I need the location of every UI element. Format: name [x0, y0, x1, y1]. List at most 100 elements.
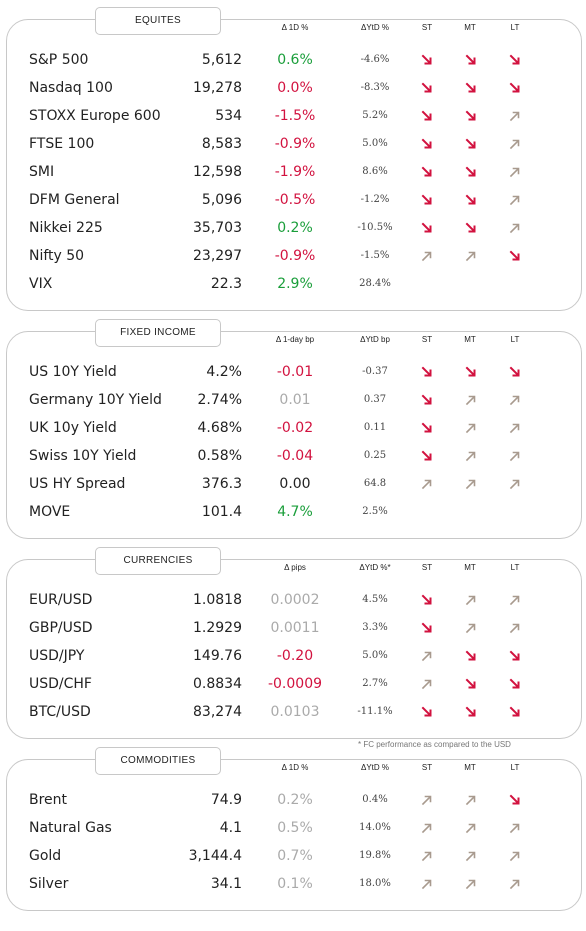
- ytd-change: -4.6%: [360, 54, 390, 65]
- instrument-level: 149.76: [193, 648, 242, 664]
- table-row[interactable]: USD/CHF 0.8834 -0.0009 2.7%: [7, 670, 581, 698]
- daily-change: 0.1%: [277, 876, 313, 892]
- table-row[interactable]: DFM General 5,096 -0.5% -1.2%: [7, 186, 581, 214]
- instrument-name: MOVE: [29, 504, 71, 520]
- table-row[interactable]: S&P 500 5,612 0.6% -4.6%: [7, 46, 581, 74]
- st-header: ST: [421, 23, 433, 32]
- mt-trend-up-arrow-icon: [463, 848, 479, 864]
- st-trend-down-arrow-icon: [419, 592, 435, 608]
- ytd-change: 0.11: [363, 422, 387, 433]
- mt-trend-down-arrow-icon: [463, 676, 479, 692]
- panel-currencies: CURRENCIES Δ pips ΔYtD %* ST MT LT EUR/USD 1.08…: [6, 547, 582, 739]
- instrument-name: Gold: [29, 848, 62, 864]
- daily-change: -0.01: [276, 364, 314, 380]
- instrument-level: 376.3: [201, 476, 242, 492]
- instrument-name: USD/CHF: [29, 676, 92, 692]
- daily-change: 4.7%: [277, 504, 313, 520]
- ytd-change: 0.4%: [362, 794, 388, 805]
- instrument-name: BTC/USD: [29, 704, 91, 720]
- st-trend-up-arrow-icon: [419, 248, 435, 264]
- ytd-header: ΔYtD bp: [360, 335, 390, 344]
- lt-trend-up-arrow-icon: [507, 476, 523, 492]
- change-header: Δ pips: [284, 563, 306, 572]
- st-header: ST: [421, 563, 433, 572]
- ytd-change: -1.5%: [360, 250, 390, 261]
- instrument-level: 0.58%: [197, 448, 242, 464]
- mt-header: MT: [464, 563, 476, 572]
- mt-trend-down-arrow-icon: [463, 220, 479, 236]
- ytd-change: 19.8%: [359, 850, 391, 861]
- table-row[interactable]: Nikkei 225 35,703 0.2% -10.5%: [7, 214, 581, 242]
- table-row[interactable]: STOXX Europe 600 534 -1.5% 5.2%: [7, 102, 581, 130]
- mt-header: MT: [464, 763, 476, 772]
- ytd-change: 14.0%: [359, 822, 391, 833]
- table-row[interactable]: Gold 3,144.4 0.7% 19.8%: [7, 842, 581, 870]
- table-row[interactable]: SMI 12,598 -1.9% 8.6%: [7, 158, 581, 186]
- table-row[interactable]: Natural Gas 4.1 0.5% 14.0%: [7, 814, 581, 842]
- table-row[interactable]: BTC/USD 83,274 0.0103 -11.1%: [7, 698, 581, 726]
- section-tab-fixed-income: FIXED INCOME: [95, 319, 221, 347]
- lt-trend-down-arrow-icon: [507, 80, 523, 96]
- st-trend-up-arrow-icon: [419, 876, 435, 892]
- instrument-name: SMI: [29, 164, 55, 180]
- ytd-change: -1.2%: [360, 194, 390, 205]
- ytd-change: -8.3%: [360, 82, 390, 93]
- daily-change: 0.5%: [277, 820, 313, 836]
- ytd-change: 8.6%: [362, 166, 388, 177]
- table-row[interactable]: USD/JPY 149.76 -0.20 5.0%: [7, 642, 581, 670]
- instrument-name: USD/JPY: [29, 648, 85, 664]
- lt-trend-down-arrow-icon: [507, 248, 523, 264]
- table-row[interactable]: MOVE 101.4 4.7% 2.5%: [7, 498, 581, 526]
- table-row[interactable]: US HY Spread 376.3 0.00 64.8: [7, 470, 581, 498]
- st-trend-down-arrow-icon: [419, 704, 435, 720]
- ytd-change: 2.7%: [362, 678, 388, 689]
- mt-trend-up-arrow-icon: [463, 792, 479, 808]
- daily-change: 0.00: [279, 476, 311, 492]
- lt-trend-up-arrow-icon: [507, 108, 523, 124]
- ytd-change: 18.0%: [359, 878, 391, 889]
- change-header: Δ 1-day bp: [275, 335, 315, 344]
- table-row[interactable]: Nifty 50 23,297 -0.9% -1.5%: [7, 242, 581, 270]
- instrument-name: DFM General: [29, 192, 120, 208]
- lt-header: LT: [510, 335, 520, 344]
- daily-change: 0.7%: [277, 848, 313, 864]
- instrument-name: Silver: [29, 876, 69, 892]
- table-row[interactable]: US 10Y Yield 4.2% -0.01 -0.37: [7, 358, 581, 386]
- instrument-level: 5,096: [201, 192, 242, 208]
- mt-trend-up-arrow-icon: [463, 592, 479, 608]
- instrument-name: Nikkei 225: [29, 220, 103, 236]
- instrument-name: FTSE 100: [29, 136, 95, 152]
- instrument-name: S&P 500: [29, 52, 89, 68]
- section-tab-currencies: CURRENCIES: [95, 547, 221, 575]
- ytd-change: 0.37: [363, 394, 387, 405]
- daily-change: 0.0002: [270, 592, 320, 608]
- lt-trend-up-arrow-icon: [507, 392, 523, 408]
- table-rows: EUR/USD 1.0818 0.0002 4.5% GBP/USD 1.2929 0.00…: [7, 586, 581, 726]
- table-row[interactable]: Brent 74.9 0.2% 0.4%: [7, 786, 581, 814]
- instrument-name: Brent: [29, 792, 68, 808]
- table-row[interactable]: EUR/USD 1.0818 0.0002 4.5%: [7, 586, 581, 614]
- mt-header: MT: [464, 335, 476, 344]
- currency-footnote: * FC performance as compared to the USD: [358, 740, 511, 749]
- instrument-name: EUR/USD: [29, 592, 93, 608]
- table-row[interactable]: Swiss 10Y Yield 0.58% -0.04 0.25: [7, 442, 581, 470]
- table-row[interactable]: Germany 10Y Yield 2.74% 0.01 0.37: [7, 386, 581, 414]
- table-rows: S&P 500 5,612 0.6% -4.6% Nasdaq 100 19,278 0.0…: [7, 46, 581, 298]
- table-row[interactable]: UK 10y Yield 4.68% -0.02 0.11: [7, 414, 581, 442]
- daily-change: -0.9%: [274, 248, 316, 264]
- mt-trend-down-arrow-icon: [463, 80, 479, 96]
- instrument-level: 2.74%: [197, 392, 242, 408]
- lt-trend-up-arrow-icon: [507, 136, 523, 152]
- table-row[interactable]: Silver 34.1 0.1% 18.0%: [7, 870, 581, 898]
- table-row[interactable]: FTSE 100 8,583 -0.9% 5.0%: [7, 130, 581, 158]
- panel-fixed-income: FIXED INCOME Δ 1-day bp ΔYtD bp ST MT LT US 10…: [6, 319, 582, 539]
- st-header: ST: [421, 335, 433, 344]
- change-header: Δ 1D %: [281, 23, 309, 32]
- table-row[interactable]: Nasdaq 100 19,278 0.0% -8.3%: [7, 74, 581, 102]
- st-trend-down-arrow-icon: [419, 164, 435, 180]
- daily-change: -0.20: [276, 648, 314, 664]
- table-row[interactable]: GBP/USD 1.2929 0.0011 3.3%: [7, 614, 581, 642]
- instrument-level: 83,274: [193, 704, 242, 720]
- table-row[interactable]: VIX 22.3 2.9% 28.4%: [7, 270, 581, 298]
- ytd-header: ΔYtD %*: [359, 563, 391, 572]
